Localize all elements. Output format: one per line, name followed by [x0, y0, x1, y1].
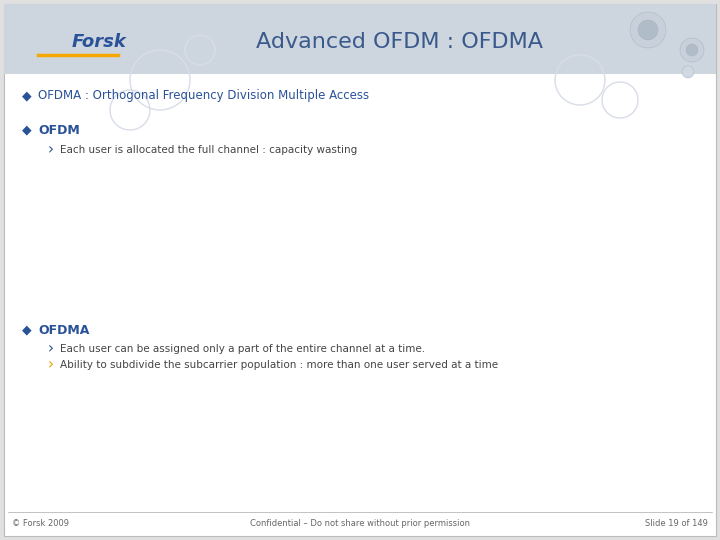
- Text: Each user is allocated the full channel : capacity wasting: Each user is allocated the full channel …: [60, 145, 357, 155]
- Text: Confidential – Do not share without prior permission: Confidential – Do not share without prio…: [250, 519, 470, 529]
- Bar: [4, 4, 716, 74]
- Text: ◆: ◆: [22, 124, 32, 137]
- Text: ◆: ◆: [22, 90, 32, 103]
- Text: ›: ›: [48, 357, 54, 373]
- Text: User 2: User 2: [357, 460, 392, 470]
- Bar: [415, 211, 495, 327]
- Text: User 1: User 1: [357, 402, 392, 412]
- Bar: [307, 378, 442, 436]
- Text: © Forsk 2009: © Forsk 2009: [12, 519, 69, 529]
- Circle shape: [686, 44, 698, 56]
- Text: Each user can be assigned only a part of the entire channel at a time.: Each user can be assigned only a part of…: [60, 344, 425, 354]
- Text: Slide 19 of 149: Slide 19 of 149: [645, 519, 708, 529]
- Y-axis label: Subchannels: Subchannels: [206, 242, 215, 295]
- Text: Forsk: Forsk: [72, 33, 127, 51]
- Bar: [307, 436, 442, 494]
- Text: Ability to subdivide the subcarrier population : more than one user served at a : Ability to subdivide the subcarrier popu…: [60, 360, 498, 370]
- Circle shape: [682, 66, 694, 78]
- Bar: [495, 211, 549, 327]
- Text: OFDMA : Orthogonal Frequency Division Multiple Access: OFDMA : Orthogonal Frequency Division Mu…: [38, 90, 369, 103]
- Text: User 1: User 1: [343, 264, 379, 274]
- Text: User 3: User 3: [491, 431, 526, 441]
- Text: ◆: ◆: [22, 323, 32, 336]
- Bar: [469, 378, 549, 494]
- Text: Advanced OFDM : OFDMA: Advanced OFDM : OFDMA: [256, 32, 544, 52]
- Text: ›: ›: [48, 341, 54, 356]
- Text: OFDM: OFDM: [38, 124, 80, 137]
- Text: User 2: User 2: [438, 264, 473, 274]
- Text: User 3: User 3: [505, 264, 540, 274]
- Circle shape: [680, 38, 704, 62]
- Text: ›: ›: [48, 143, 54, 158]
- Y-axis label: Subchannels: Subchannels: [206, 409, 215, 463]
- Circle shape: [638, 20, 658, 40]
- Bar: [307, 211, 415, 327]
- Bar: [549, 211, 587, 327]
- Circle shape: [630, 12, 666, 48]
- Text: OFDMA: OFDMA: [38, 323, 89, 336]
- Bar: [549, 378, 587, 494]
